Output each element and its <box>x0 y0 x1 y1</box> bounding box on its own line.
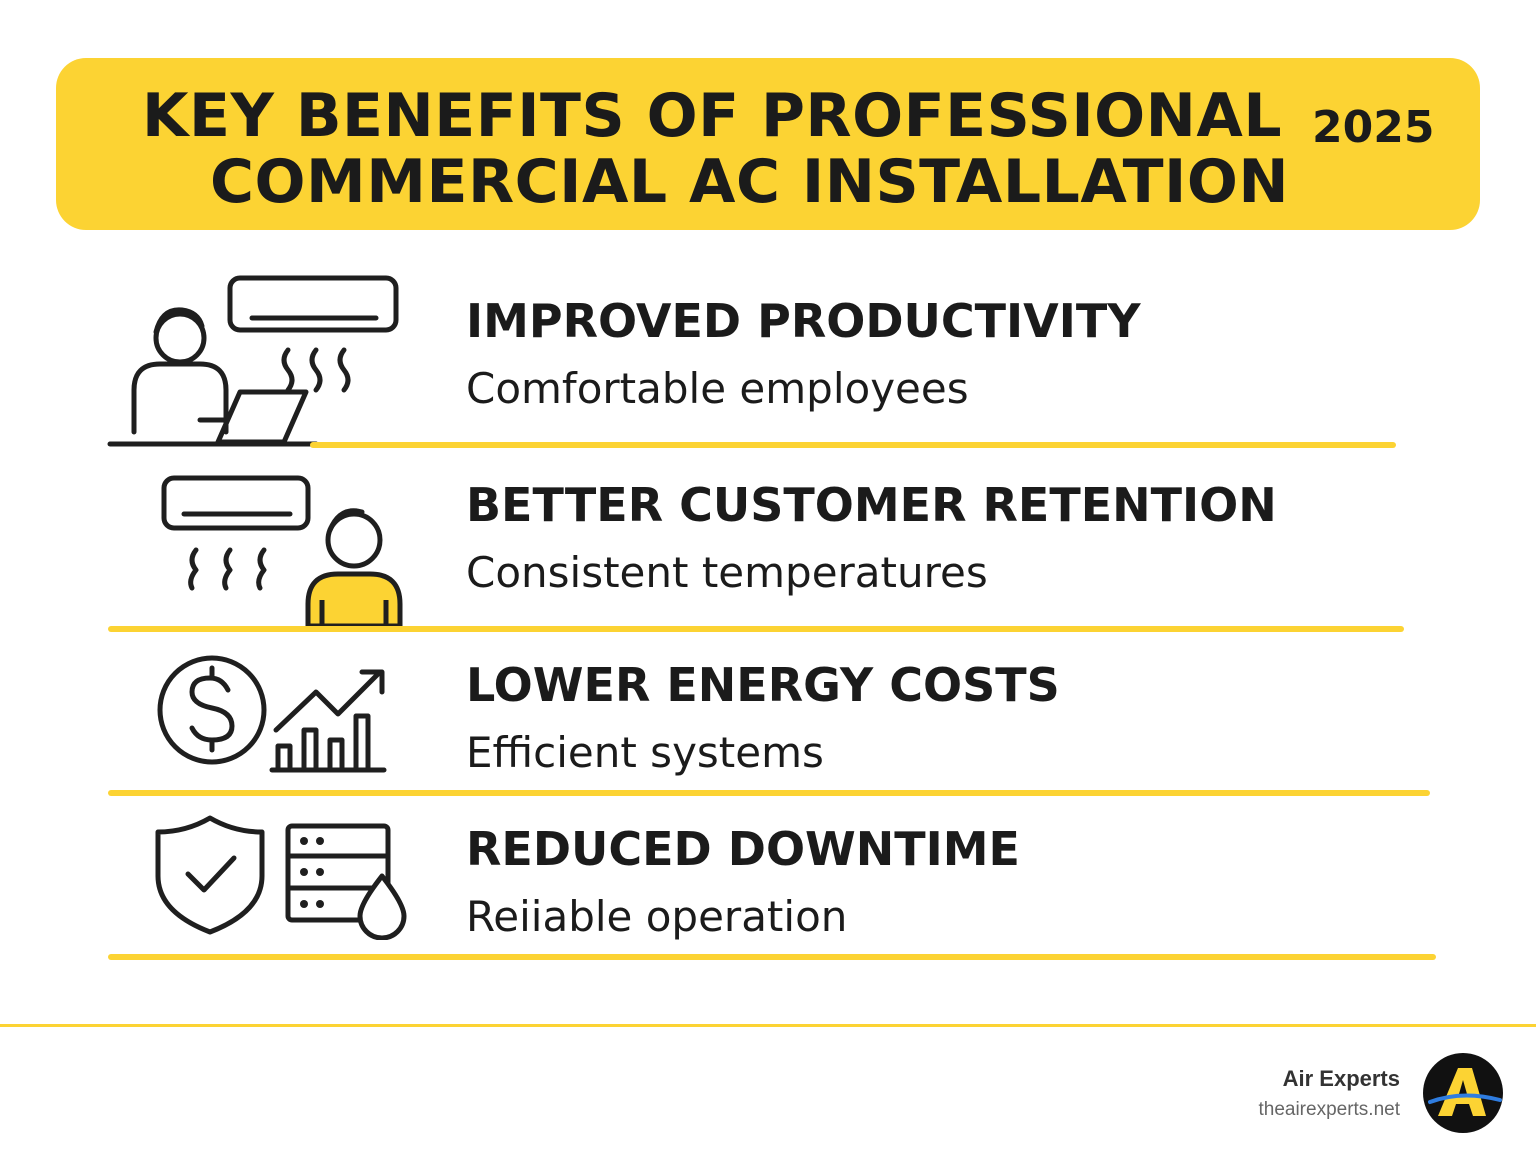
customer-ac-icon <box>161 475 403 629</box>
dollar-growth-chart-icon <box>157 655 387 773</box>
divider-1 <box>310 442 1396 448</box>
benefit-title-productivity: IMPROVED PRODUCTIVITY <box>466 294 1141 348</box>
divider-2 <box>108 626 1404 632</box>
page-title-line-2: COMMERCIAL AC INSTALLATION <box>210 147 1290 217</box>
brand-name: Air Experts <box>1282 1066 1400 1091</box>
employee-laptop-ac-icon <box>107 275 399 447</box>
benefit-subtitle-retention: Consistent temperatures <box>466 548 988 597</box>
title-banner <box>56 58 1480 230</box>
page-title-line-1: KEY BENEFITS OF PROFESSIONAL <box>142 81 1283 151</box>
benefit-subtitle-downtime: Reiiable operation <box>466 892 848 941</box>
shield-server-icon <box>155 815 407 940</box>
divider-4 <box>108 954 1436 960</box>
air-experts-logo-icon <box>1423 1053 1503 1133</box>
footer-divider <box>0 1024 1536 1027</box>
benefit-title-downtime: REDUCED DOWNTIME <box>466 822 1020 876</box>
benefit-title-retention: BETTER CUSTOMER RETENTION <box>466 478 1277 532</box>
divider-3 <box>108 790 1430 796</box>
benefit-subtitle-productivity: Comfortable employees <box>466 364 969 413</box>
benefit-title-energy: LOWER ENERGY COSTS <box>466 658 1060 712</box>
brand-url: theairexperts.net <box>1258 1099 1400 1120</box>
year-label: 2025 <box>1312 102 1435 153</box>
benefit-subtitle-energy: Efficient systems <box>466 728 824 777</box>
